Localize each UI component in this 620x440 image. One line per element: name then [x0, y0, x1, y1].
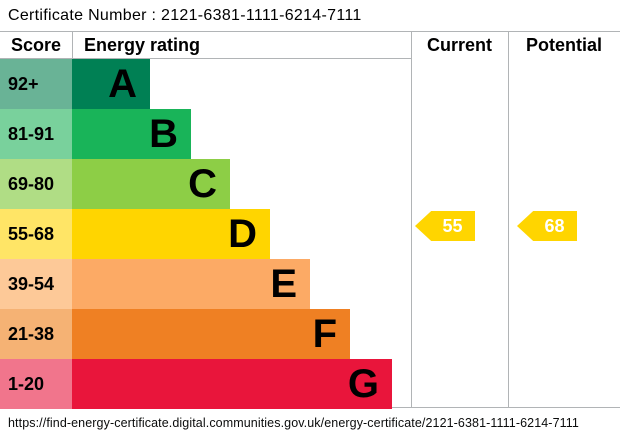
header-underline — [0, 58, 411, 59]
band-bar-g: G — [72, 359, 392, 409]
band-score-range: 92+ — [0, 59, 72, 109]
header-current: Current — [426, 35, 492, 55]
band-row-g: 1-20 G — [0, 359, 620, 409]
certificate-url: https://find-energy-certificate.digital.… — [8, 416, 579, 430]
potential-column-divider — [508, 32, 509, 408]
band-bar-a: A — [72, 59, 150, 109]
band-bar-b: B — [72, 109, 191, 159]
band-row-a: 92+ A — [0, 59, 620, 109]
certificate-number: Certificate Number : 2121-6381-1111-6214… — [8, 7, 362, 24]
band-row-d: 55-68 D — [0, 209, 620, 259]
energy-rating-chart: Score Energy rating Current Potential 92… — [0, 31, 620, 409]
band-bar-c: C — [72, 159, 230, 209]
band-bar-e: E — [72, 259, 310, 309]
header-potential: Potential — [525, 35, 602, 55]
band-score-range: 21-38 — [0, 309, 72, 359]
band-row-f: 21-38 F — [0, 309, 620, 359]
band-row-e: 39-54 E — [0, 259, 620, 309]
score-column-divider — [72, 32, 73, 58]
band-score-range: 69-80 — [0, 159, 72, 209]
band-row-c: 69-80 C — [0, 159, 620, 209]
header-score: Score — [10, 35, 62, 55]
band-bar-f: F — [72, 309, 350, 359]
band-score-range: 81-91 — [0, 109, 72, 159]
band-row-b: 81-91 B — [0, 109, 620, 159]
band-score-range: 1-20 — [0, 359, 72, 409]
band-score-range: 55-68 — [0, 209, 72, 259]
current-column-divider — [411, 32, 412, 408]
band-bar-d: D — [72, 209, 270, 259]
header-energy-rating: Energy rating — [84, 35, 201, 55]
band-score-range: 39-54 — [0, 259, 72, 309]
